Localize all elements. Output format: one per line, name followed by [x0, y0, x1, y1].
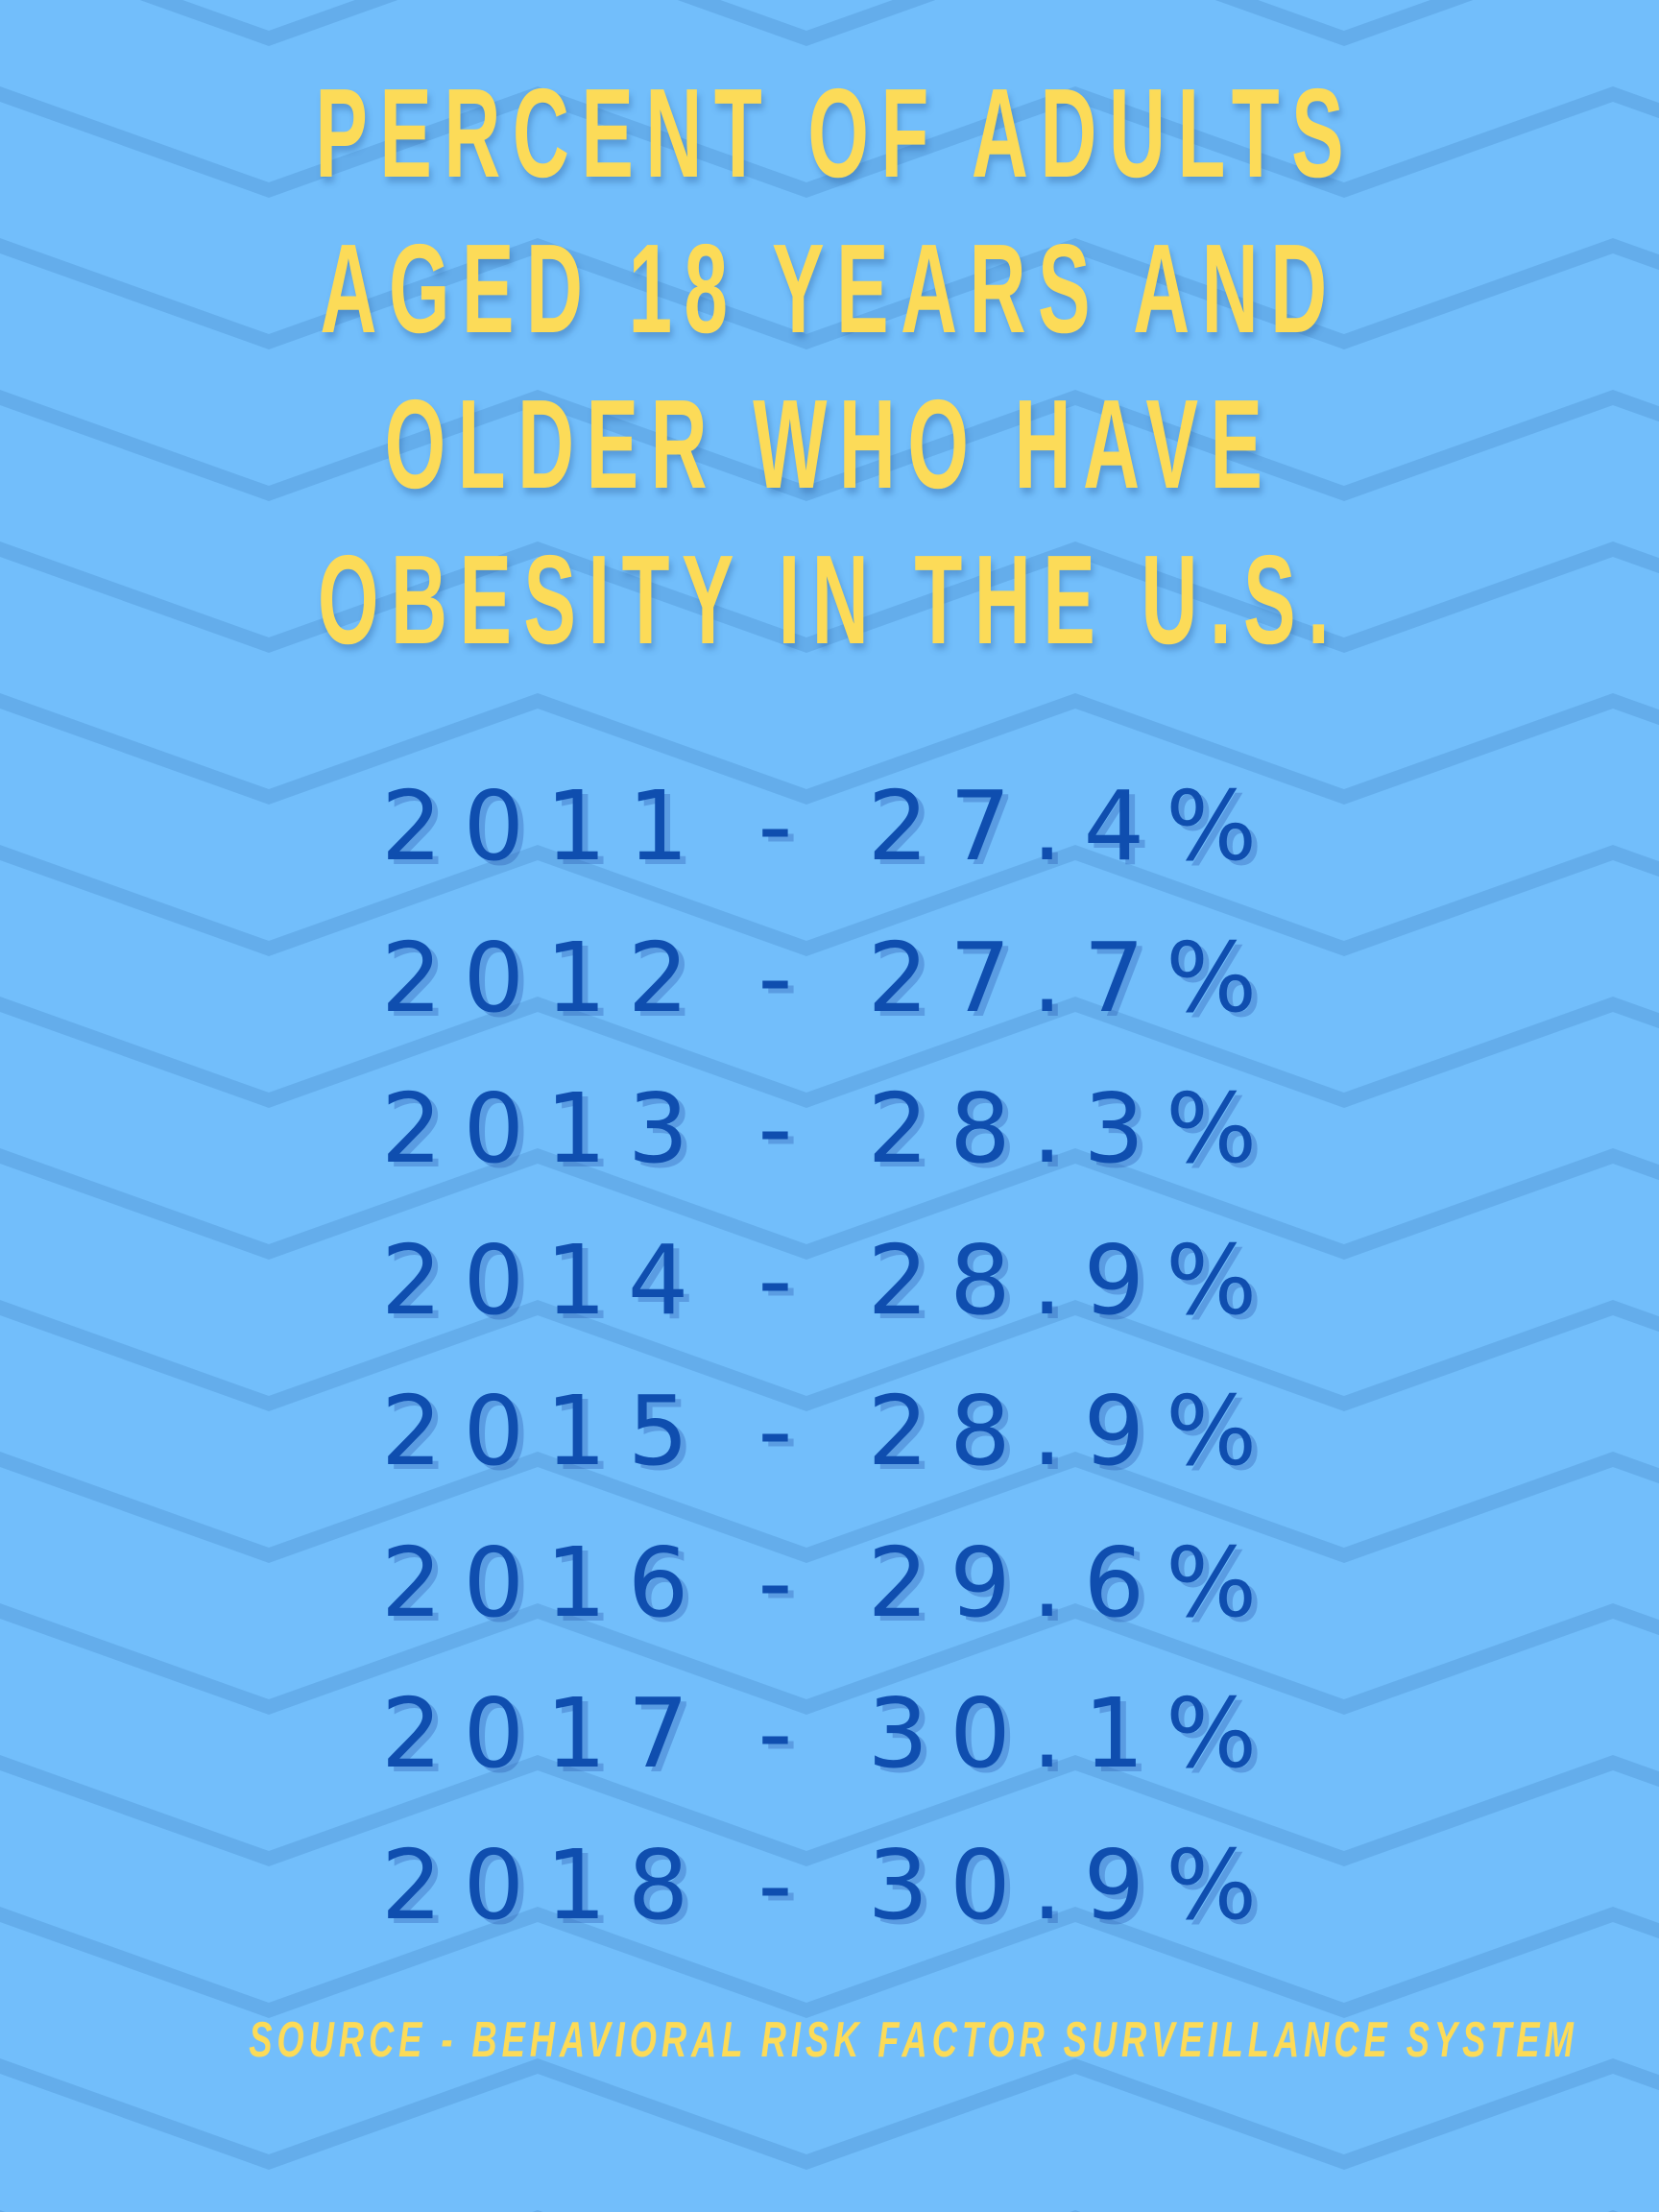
stat-row: 2014 - 28.9% — [0, 1205, 1659, 1357]
stat-row: 2015 - 28.9% — [0, 1356, 1659, 1507]
yearly-stats-list: 2011 - 27.4% 2012 - 27.7% 2013 - 28.3% 2… — [0, 751, 1659, 1960]
zigzag-line — [0, 1300, 1659, 1411]
stat-value: 27.7% — [867, 921, 1279, 1034]
stat-value: 27.4% — [867, 770, 1279, 883]
zigzag-line — [0, 997, 1659, 1108]
stat-separator: - — [757, 770, 814, 883]
poster-title: PERCENT OF ADULTS AGED 18 YEARS AND OLDE… — [315, 56, 1343, 678]
stat-separator: - — [757, 1526, 814, 1639]
zigzag-line — [0, 1907, 1659, 2018]
stat-year: 2012 — [380, 921, 710, 1034]
stat-row: 2017 - 30.1% — [0, 1658, 1659, 1810]
stat-separator: - — [757, 1677, 814, 1791]
title-line-4: OBESITY IN THE U.S. — [317, 529, 1342, 670]
stat-year: 2011 — [380, 770, 710, 883]
zigzag-line — [0, 1148, 1659, 1260]
zigzag-line — [0, 2058, 1659, 2170]
stat-separator: - — [757, 1072, 814, 1186]
zigzag-line — [0, 390, 1659, 501]
stat-year: 2016 — [380, 1526, 710, 1639]
zigzag-line — [0, 1603, 1659, 1715]
stat-separator: - — [757, 921, 814, 1034]
stat-year: 2013 — [380, 1072, 710, 1186]
stat-row: 2011 - 27.4% — [0, 751, 1659, 902]
stat-value: 30.9% — [867, 1828, 1279, 1941]
stat-value: 28.9% — [867, 1375, 1279, 1488]
stat-row: 2016 - 29.6% — [0, 1507, 1659, 1659]
title-line-2: AGED 18 YEARS AND — [320, 218, 1339, 359]
stat-row: 2018 - 30.9% — [0, 1810, 1659, 1961]
source-citation: SOURCE - BEHAVIORAL RISK FACTOR SURVEILL… — [249, 2012, 1578, 2068]
zigzag-line — [0, 845, 1659, 956]
stat-year: 2014 — [380, 1223, 710, 1336]
stat-year: 2015 — [380, 1375, 710, 1488]
stat-value: 30.1% — [867, 1677, 1279, 1791]
stat-separator: - — [757, 1223, 814, 1336]
stat-year: 2017 — [380, 1677, 710, 1791]
zigzag-line — [0, 1452, 1659, 1563]
stat-value: 28.9% — [867, 1223, 1279, 1336]
stat-row: 2013 - 28.3% — [0, 1053, 1659, 1205]
stat-separator: - — [757, 1375, 814, 1488]
zigzag-line — [0, 1755, 1659, 1866]
zigzag-line — [0, 238, 1659, 349]
stat-row: 2012 - 27.7% — [0, 902, 1659, 1054]
title-line-3: OLDER WHO HAVE — [384, 373, 1275, 515]
zigzag-line — [0, 693, 1659, 805]
title-line-1: PERCENT OF ADULTS — [315, 62, 1357, 204]
stat-value: 28.3% — [867, 1072, 1279, 1186]
stat-value: 29.6% — [867, 1526, 1279, 1639]
zigzag-line — [0, 86, 1659, 198]
stat-year: 2018 — [380, 1828, 710, 1941]
zigzag-line — [0, 541, 1659, 653]
stat-separator: - — [757, 1828, 814, 1941]
